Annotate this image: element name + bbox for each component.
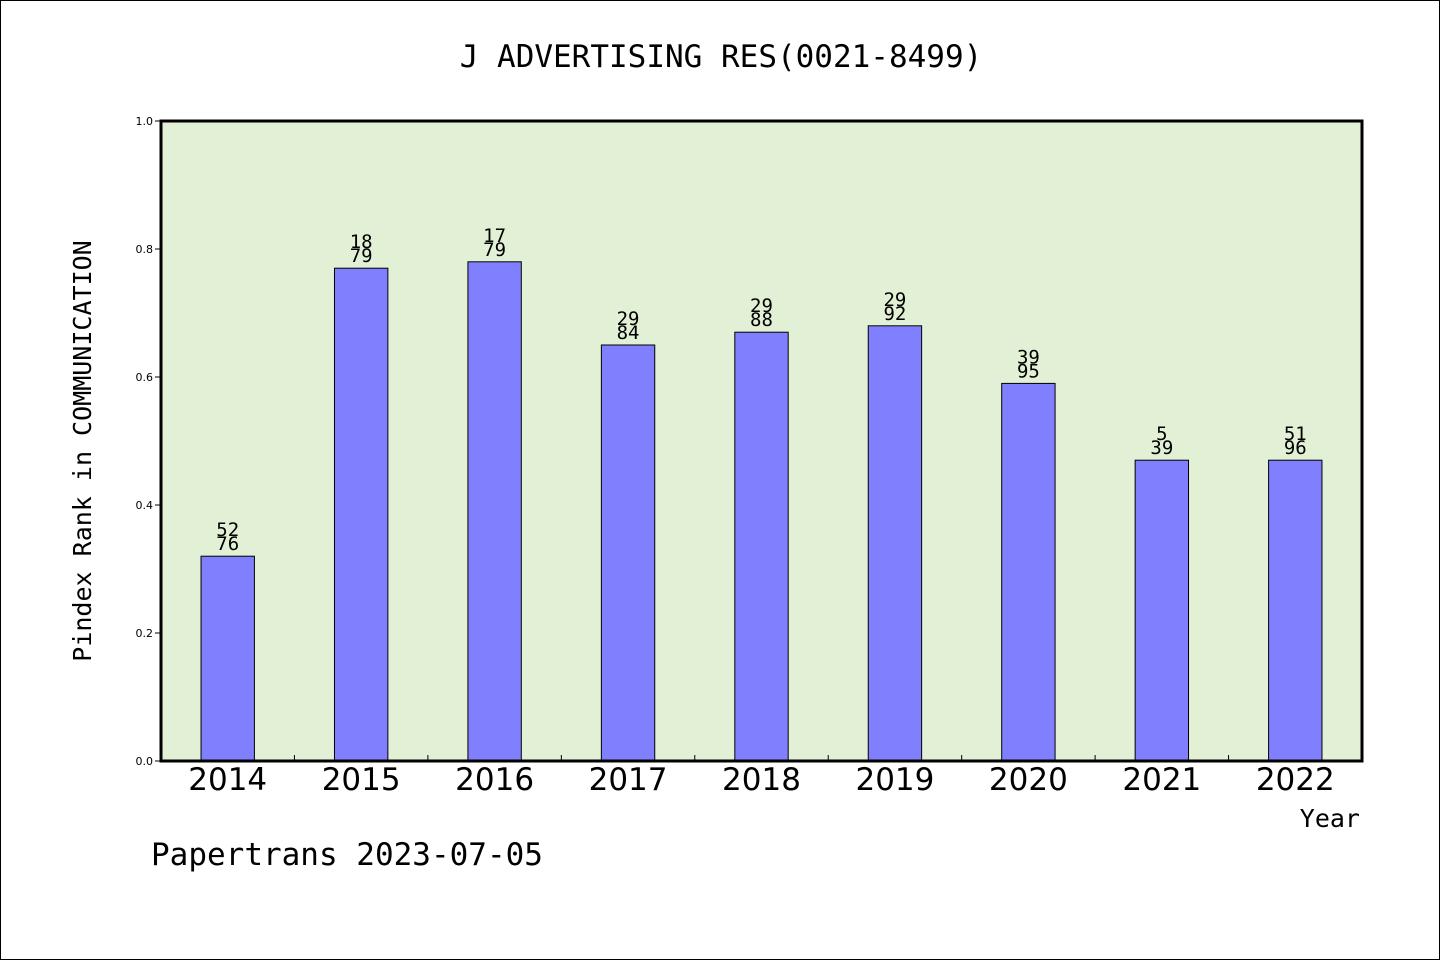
- x-tick-label-2016: 2016: [455, 762, 534, 798]
- x-tick-label-2015: 2015: [322, 762, 401, 798]
- x-tick-label-2020: 2020: [989, 762, 1068, 798]
- bar-2019: [867, 325, 923, 762]
- bar-label-total-2014: 76: [216, 533, 239, 555]
- bar-2021: [1134, 459, 1190, 762]
- chart-title: J ADVERTISING RES(0021-8499): [460, 39, 983, 75]
- y-tick-label-3: 0.6: [136, 371, 154, 384]
- y-tick-label-2: 0.4: [136, 499, 154, 512]
- x-tick-label-2022: 2022: [1256, 762, 1335, 798]
- bar-label-rank-2020: 39: [1017, 346, 1040, 368]
- bar-label-total-2019: 92: [883, 303, 906, 325]
- bar-label-rank-2021: 5: [1156, 423, 1167, 445]
- x-tick-label-2014: 2014: [188, 762, 267, 798]
- bar-2016: [467, 261, 522, 762]
- bar-label-total-2021: 39: [1150, 437, 1173, 459]
- bar-label-rank-2018: 29: [750, 295, 773, 317]
- bar-label-total-2015: 79: [350, 245, 373, 267]
- bar-label-rank-2014: 52: [216, 519, 239, 541]
- bar-2017: [600, 344, 656, 762]
- y-tick-label-5: 1.0: [136, 115, 154, 128]
- bar-label-total-2020: 95: [1017, 360, 1040, 382]
- y-axis: 0.0 0.2 0.4 0.6 0.8 1.0: [136, 115, 161, 768]
- footer-text: Papertrans 2023-07-05: [151, 837, 543, 873]
- x-axis: 2014 2015 2016 2017 2018 2019 2020 2021 2022: [188, 755, 1335, 798]
- y-tick-label-1: 0.2: [136, 627, 154, 640]
- bar-label-rank-2019: 29: [883, 289, 906, 311]
- bar-label-rank-2017: 29: [617, 308, 640, 330]
- bar-2014: [200, 555, 255, 762]
- bar-2020: [1001, 382, 1056, 762]
- y-axis-label: Pindex Rank in COMMUNICATION: [68, 240, 97, 661]
- bar-label-rank-2022: 51: [1284, 423, 1307, 445]
- plot-frame: [159, 119, 1364, 763]
- y-tick-label-4: 0.8: [136, 243, 154, 256]
- bar-2022: [1268, 459, 1323, 762]
- x-tick-label-2018: 2018: [722, 762, 801, 798]
- bar-label-rank-2015: 18: [350, 231, 373, 253]
- x-tick-label-2021: 2021: [1122, 762, 1201, 798]
- x-axis-label: Year: [1300, 804, 1360, 833]
- bars-layer: [200, 261, 1323, 762]
- bar-2015: [333, 267, 389, 762]
- bar-label-rank-2016: 17: [483, 225, 506, 247]
- bar-label-total-2018: 88: [750, 309, 773, 331]
- y-tick-label-0: 0.0: [136, 755, 154, 768]
- bar-label-total-2022: 96: [1284, 437, 1307, 459]
- bar-label-total-2017: 84: [617, 322, 640, 344]
- bar-label-total-2016: 79: [483, 239, 506, 261]
- bar-2018: [734, 331, 789, 762]
- x-tick-label-2019: 2019: [855, 762, 934, 798]
- x-tick-label-2017: 2017: [589, 762, 668, 798]
